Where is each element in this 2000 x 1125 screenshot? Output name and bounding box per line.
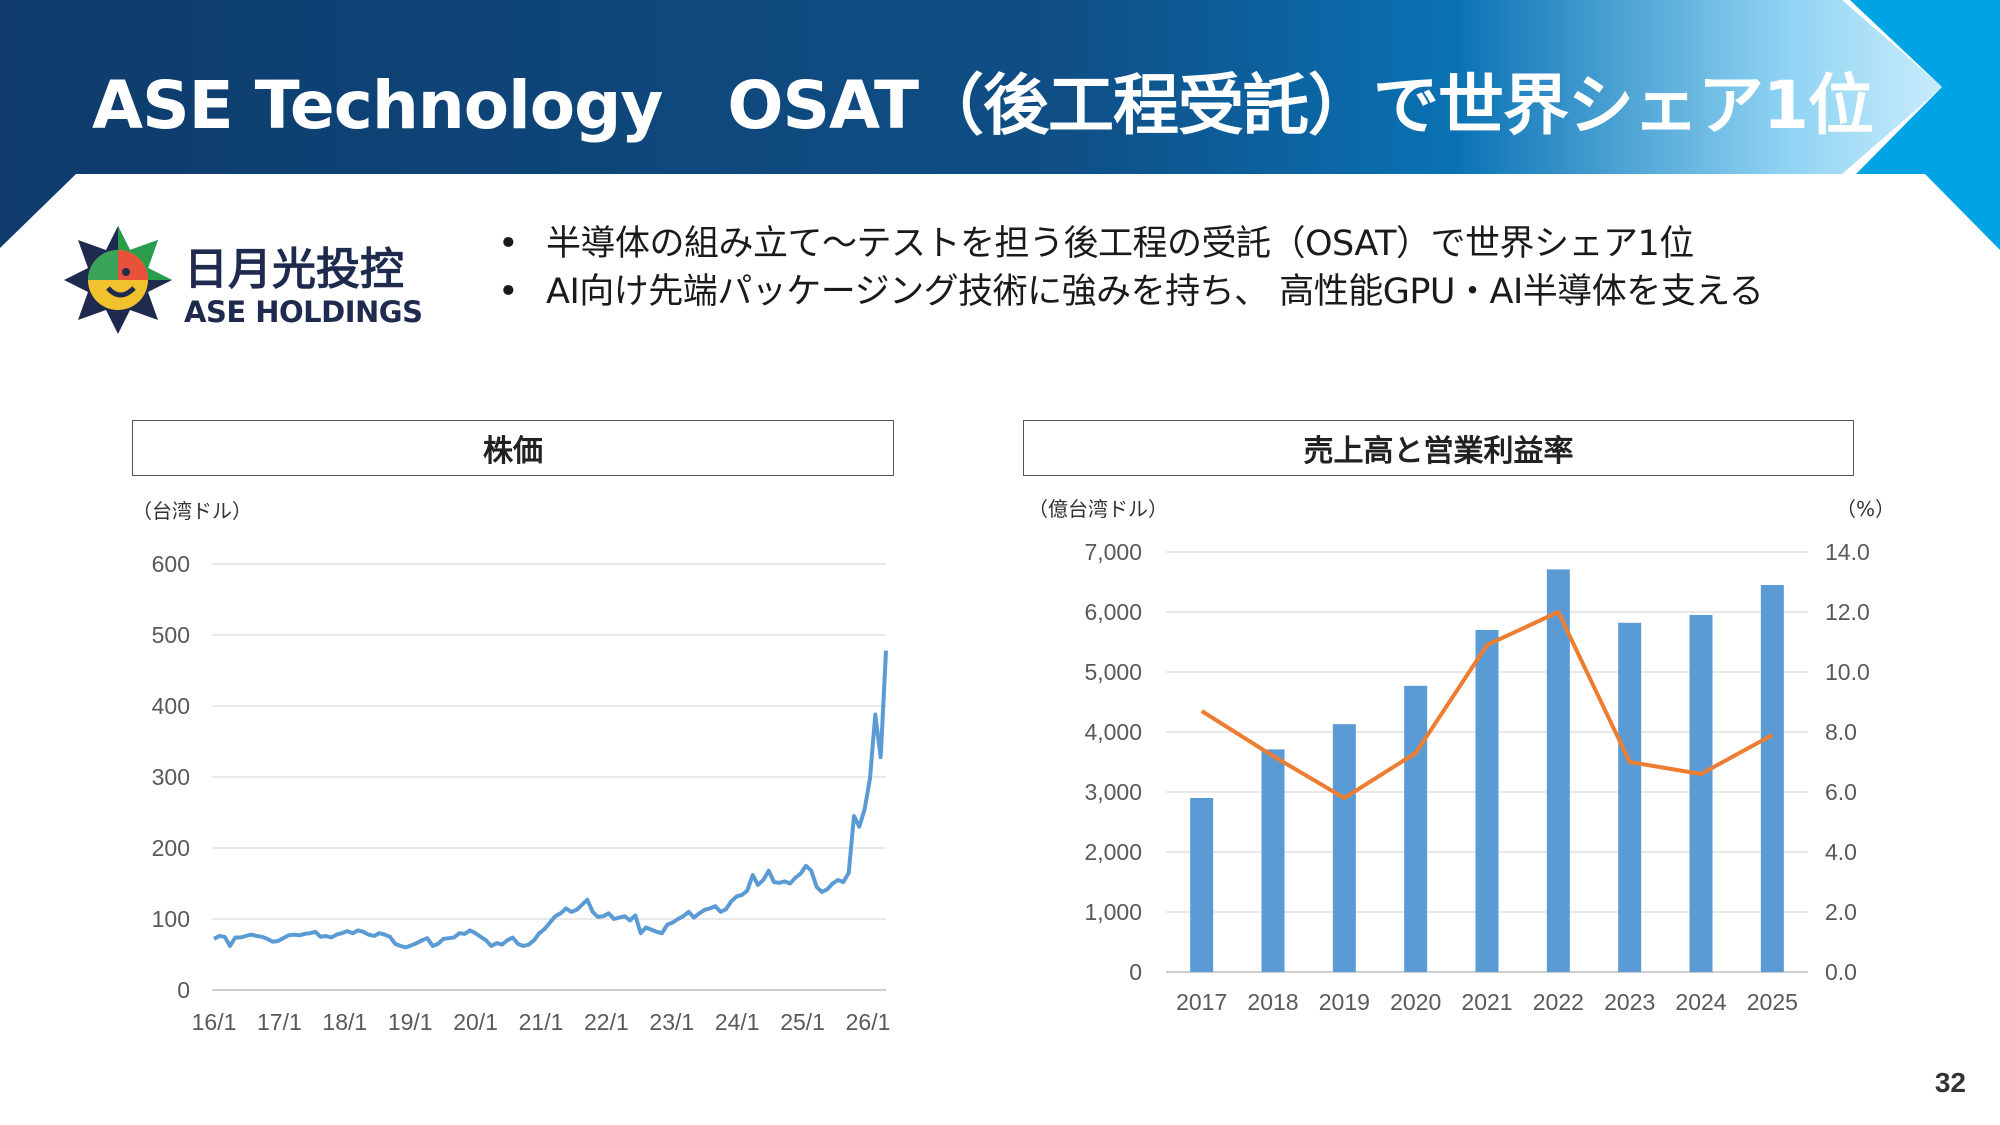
revenue-bar xyxy=(1190,798,1214,972)
y-tick-label: 300 xyxy=(152,764,190,790)
x-tick-label: 2023 xyxy=(1604,989,1655,1015)
company-logo: 日月光投控 ASE HOLDINGS xyxy=(64,226,423,334)
y-tick-label: 4,000 xyxy=(1084,719,1142,745)
x-tick-label: 26/1 xyxy=(846,1009,891,1035)
y-tick-label: 1,000 xyxy=(1084,899,1142,925)
y-tick-label: 500 xyxy=(152,622,190,648)
bullet-item: 半導体の組み立て～テストを担う後工程の受託（OSAT）で世界シェア1位 xyxy=(498,220,1763,268)
x-tick-label: 24/1 xyxy=(715,1009,760,1035)
logo-name-ja: 日月光投控 xyxy=(184,244,404,295)
y2-axis-unit-label: （%） xyxy=(1836,497,1895,521)
y-tick-label: 6,000 xyxy=(1084,599,1142,625)
page-number: 32 xyxy=(1934,1067,1966,1098)
x-tick-label: 20/1 xyxy=(453,1009,498,1035)
banner-corner-accent xyxy=(1850,0,2000,250)
revenue-bar xyxy=(1760,585,1784,972)
y2-tick-label: 0.0 xyxy=(1825,959,1857,985)
sun-face-icon xyxy=(64,226,172,334)
x-tick-label: 18/1 xyxy=(322,1009,367,1035)
revenue-bar xyxy=(1546,569,1570,972)
y-tick-label: 7,000 xyxy=(1084,539,1142,565)
x-tick-label: 2017 xyxy=(1176,989,1227,1015)
page-title: ASE Technology OSAT（後工程受託）で世界シェア1位 xyxy=(92,67,1874,144)
x-tick-label: 25/1 xyxy=(780,1009,825,1035)
operating-margin-line xyxy=(1200,610,1774,800)
x-tick-label: 2021 xyxy=(1461,989,1512,1015)
y-tick-label: 3,000 xyxy=(1084,779,1142,805)
y-tick-label: 100 xyxy=(152,906,190,932)
y-axis-unit-label: （億台湾ドル） xyxy=(1028,497,1168,521)
bullet-list: 半導体の組み立て～テストを担う後工程の受託（OSAT）で世界シェア1位 AI向け… xyxy=(498,220,1764,316)
y-tick-label: 2,000 xyxy=(1084,839,1142,865)
x-tick-label: 2025 xyxy=(1747,989,1798,1015)
y-tick-label: 600 xyxy=(152,551,190,577)
x-tick-label: 2022 xyxy=(1533,989,1584,1015)
y2-tick-label: 10.0 xyxy=(1825,659,1870,685)
y2-tick-label: 4.0 xyxy=(1825,839,1857,865)
header-banner xyxy=(0,0,2000,250)
banner-background xyxy=(0,0,1942,248)
x-tick-label: 2024 xyxy=(1675,989,1726,1015)
x-tick-label: 23/1 xyxy=(649,1009,694,1035)
revenue-bar xyxy=(1261,749,1285,972)
revenue-bar xyxy=(1618,622,1642,972)
revenue-bar xyxy=(1689,615,1713,972)
bullet-item: AI向け先端パッケージング技術に強みを持ち、 高性能GPU・AI半導体を支える xyxy=(498,268,1764,316)
stock-chart-title: 株価 xyxy=(132,420,894,476)
y-tick-label: 5,000 xyxy=(1084,659,1142,685)
x-tick-label: 19/1 xyxy=(388,1009,433,1035)
revenue-bar xyxy=(1332,724,1356,972)
y2-tick-label: 8.0 xyxy=(1825,719,1857,745)
logo-name-en: ASE HOLDINGS xyxy=(184,295,422,329)
revenue-bar xyxy=(1404,685,1428,972)
x-tick-label: 21/1 xyxy=(519,1009,564,1035)
x-tick-label: 16/1 xyxy=(192,1009,237,1035)
y2-tick-label: 2.0 xyxy=(1825,899,1857,925)
y-tick-label: 0 xyxy=(177,977,190,1003)
x-tick-label: 2020 xyxy=(1390,989,1441,1015)
revenue-bar xyxy=(1475,630,1499,972)
x-tick-label: 2018 xyxy=(1247,989,1298,1015)
x-tick-label: 22/1 xyxy=(584,1009,629,1035)
y2-tick-label: 12.0 xyxy=(1825,599,1870,625)
y-tick-label: 200 xyxy=(152,835,190,861)
y-tick-label: 0 xyxy=(1129,959,1142,985)
y2-tick-label: 14.0 xyxy=(1825,539,1870,565)
x-tick-label: 17/1 xyxy=(257,1009,302,1035)
y-axis-unit-label: （台湾ドル） xyxy=(132,499,252,523)
x-tick-label: 2019 xyxy=(1319,989,1370,1015)
y2-tick-label: 6.0 xyxy=(1825,779,1857,805)
revenue-chart-title: 売上高と営業利益率 xyxy=(1023,420,1854,476)
y-tick-label: 400 xyxy=(152,693,190,719)
stock-price-line xyxy=(213,650,888,950)
